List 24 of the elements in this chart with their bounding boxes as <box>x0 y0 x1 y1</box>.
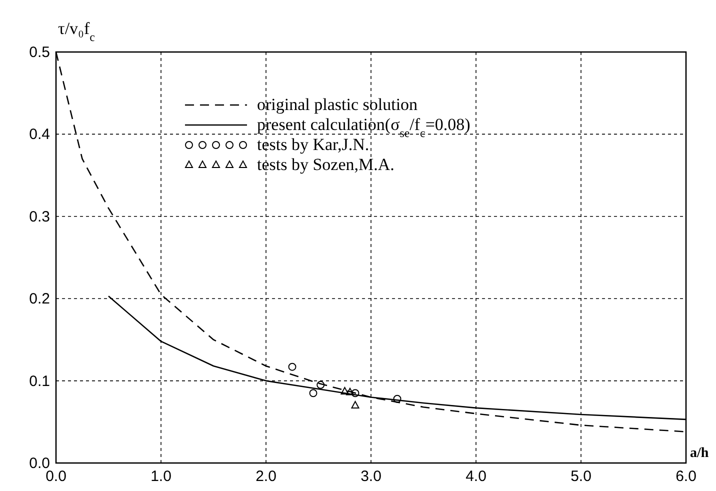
legend-label: original plastic solution <box>257 95 418 114</box>
legend-label: tests by Sozen,M.A. <box>257 155 394 174</box>
y-tick-label: 0.5 <box>29 44 50 61</box>
x-axis-title: a/h <box>690 446 709 461</box>
y-tick-label: 0.2 <box>29 290 50 308</box>
legend-label: tests by Kar,J.N. <box>257 135 370 154</box>
point <box>346 388 354 396</box>
y-tick-label: 0.3 <box>29 208 50 226</box>
x-tick-label: 2.0 <box>256 468 276 485</box>
point <box>316 380 325 389</box>
point <box>351 400 360 408</box>
point <box>288 362 296 371</box>
x-tick-label: 6.0 <box>676 468 696 485</box>
x-tick-label: 3.0 <box>360 468 382 485</box>
x-tick-label: 1.0 <box>150 468 172 485</box>
point <box>351 389 360 398</box>
x-tick-label: 5.0 <box>570 468 592 485</box>
y-tick-label: 0.1 <box>29 372 50 390</box>
x-tick-label: 4.0 <box>466 468 486 485</box>
y-axis-title: τ/v₀f$_{c}$ <box>58 19 95 44</box>
point <box>309 389 318 398</box>
y-tick-label: 0.4 <box>29 126 50 144</box>
point <box>393 394 402 403</box>
point <box>340 386 349 394</box>
